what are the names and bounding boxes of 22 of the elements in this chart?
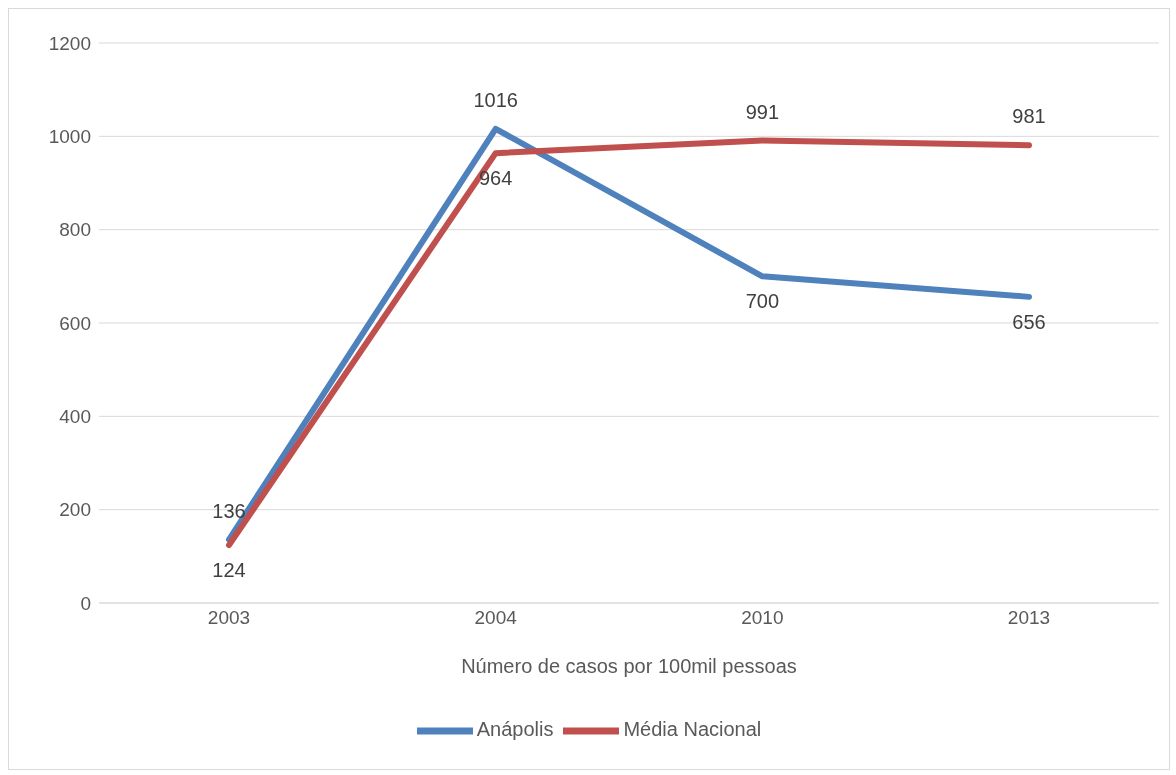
y-tick-label: 200	[59, 499, 91, 521]
x-tick-label: 2003	[207, 607, 251, 629]
x-tick-label: 2013	[1007, 607, 1051, 629]
x-tick-label: 2010	[741, 607, 784, 629]
y-tick-label: 600	[59, 312, 91, 334]
data-label: 981	[1012, 105, 1046, 128]
data-label: 656	[1012, 310, 1046, 333]
y-tick-label: 400	[59, 406, 91, 428]
x-tick-label: 2004	[474, 607, 518, 629]
y-tick-label: 0	[80, 592, 91, 614]
data-label: 700	[745, 290, 780, 313]
data-label: 124	[212, 559, 246, 582]
data-label: 991	[745, 100, 780, 123]
legend-label: Anápolis	[476, 718, 554, 741]
data-label: 136	[212, 499, 246, 522]
legend-label: Média Nacional	[623, 718, 762, 741]
data-label: 1016	[473, 88, 518, 111]
data-label: 964	[478, 167, 513, 190]
x-axis-title: Número de casos por 100mil pessoas	[461, 655, 797, 677]
y-tick-label: 1000	[48, 126, 91, 148]
y-tick-label: 1200	[48, 32, 91, 54]
y-tick-label: 800	[59, 219, 91, 241]
